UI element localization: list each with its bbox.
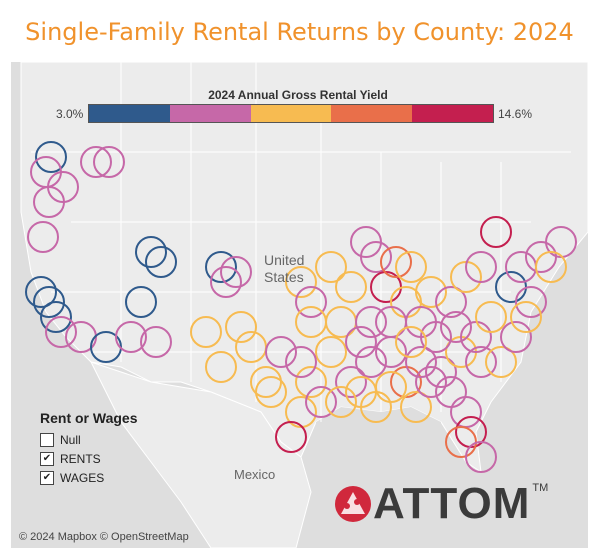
checkbox-null[interactable]	[40, 432, 54, 447]
attom-logo: ATTOM TM	[333, 482, 548, 526]
county-circle[interactable]	[415, 366, 447, 398]
county-circle[interactable]	[27, 221, 59, 253]
county-circle[interactable]	[140, 326, 172, 358]
logo-text: ATTOM	[373, 479, 531, 528]
county-circle[interactable]	[115, 321, 147, 353]
county-circle[interactable]	[295, 366, 327, 398]
county-circle[interactable]	[93, 146, 125, 178]
county-circle[interactable]	[305, 386, 337, 418]
us-country-label: United States	[264, 252, 304, 286]
county-circle[interactable]	[145, 246, 177, 278]
county-circle[interactable]	[360, 391, 392, 423]
county-circle[interactable]	[475, 301, 507, 333]
county-circle[interactable]	[25, 276, 57, 308]
county-circle[interactable]	[375, 306, 407, 338]
county-circle[interactable]	[415, 276, 447, 308]
mexico-land	[90, 361, 312, 548]
county-circle[interactable]	[190, 316, 222, 348]
county-circle[interactable]	[205, 351, 237, 383]
county-circle[interactable]	[295, 306, 327, 338]
county-circle[interactable]	[40, 301, 72, 333]
color-bar-segment	[169, 105, 251, 122]
county-circle[interactable]	[345, 326, 377, 358]
county-circle[interactable]	[325, 386, 357, 418]
county-circle[interactable]	[515, 286, 547, 318]
county-circle[interactable]	[395, 326, 427, 358]
county-circle[interactable]	[80, 146, 112, 178]
county-circle[interactable]	[275, 421, 307, 453]
color-bar-segment	[89, 105, 170, 122]
county-circle[interactable]	[45, 316, 77, 348]
filter-option-null[interactable]: Null	[40, 430, 138, 449]
us-label-line2: States	[264, 269, 304, 285]
county-circle[interactable]	[465, 251, 497, 283]
county-circle[interactable]	[225, 311, 257, 343]
county-circle[interactable]	[485, 346, 517, 378]
filter-label-rents: RENTS	[60, 451, 101, 466]
county-circle[interactable]	[360, 241, 392, 273]
county-circle[interactable]	[535, 251, 567, 283]
county-circle[interactable]	[295, 286, 327, 318]
legend-title: 2024 Annual Gross Rental Yield	[208, 88, 388, 102]
county-circle[interactable]	[440, 311, 472, 343]
county-circle[interactable]	[285, 266, 317, 298]
filter-title: Rent or Wages	[40, 410, 138, 426]
county-circle[interactable]	[35, 141, 67, 173]
county-circle[interactable]	[335, 366, 367, 398]
county-circle[interactable]	[380, 246, 412, 278]
county-circle[interactable]	[400, 391, 432, 423]
county-circle[interactable]	[135, 236, 167, 268]
attom-logo-icon	[335, 486, 371, 522]
county-circle[interactable]	[265, 336, 297, 368]
county-circle[interactable]	[420, 321, 452, 353]
county-circle[interactable]	[425, 356, 457, 388]
mexico-country-label: Mexico	[234, 467, 276, 482]
filter-option-wages[interactable]: ✔ WAGES	[40, 468, 138, 487]
legend-max-label: 14.6%	[498, 107, 533, 121]
filter-label-wages: WAGES	[60, 470, 105, 485]
county-circle[interactable]	[220, 256, 252, 288]
color-scale-bar	[88, 104, 494, 123]
gulf-of-mexico	[311, 407, 441, 472]
county-circle[interactable]	[315, 336, 347, 368]
color-bar-segment	[250, 105, 332, 122]
county-circle[interactable]	[405, 346, 437, 378]
county-circle[interactable]	[315, 251, 347, 283]
checkbox-wages[interactable]: ✔	[40, 470, 54, 485]
us-label-line1: United	[264, 252, 305, 268]
county-circle[interactable]	[210, 266, 242, 298]
county-circle[interactable]	[125, 286, 157, 318]
map-copyright: © 2024 Mapbox © OpenStreetMap	[19, 531, 189, 543]
county-circle[interactable]	[355, 306, 387, 338]
county-circle[interactable]	[465, 441, 497, 473]
us-county-map	[11, 62, 588, 548]
county-circle[interactable]	[335, 271, 367, 303]
county-circle[interactable]	[205, 251, 237, 283]
county-circle[interactable]	[355, 346, 387, 378]
color-bar-segment	[412, 105, 493, 122]
county-circle[interactable]	[510, 301, 542, 333]
county-circle[interactable]	[255, 376, 287, 408]
county-circle[interactable]	[285, 346, 317, 378]
county-circle[interactable]	[33, 286, 65, 318]
county-circle[interactable]	[500, 321, 532, 353]
filter-option-rents[interactable]: ✔ RENTS	[40, 449, 138, 468]
county-circles[interactable]	[25, 141, 577, 473]
county-circle[interactable]	[465, 346, 497, 378]
county-circle[interactable]	[480, 216, 512, 248]
filter-label-null: Null	[60, 432, 81, 447]
chart-title: Single-Family Rental Returns by County: …	[25, 18, 574, 46]
legend-min-label: 3.0%	[56, 107, 84, 121]
county-circle[interactable]	[33, 186, 65, 218]
rent-or-wages-filter: Rent or Wages Null ✔ RENTS ✔ WAGES	[40, 410, 138, 487]
color-bar-segment	[331, 105, 413, 122]
map-canvas[interactable]	[11, 62, 588, 548]
checkbox-rents[interactable]: ✔	[40, 451, 54, 466]
county-circle[interactable]	[395, 251, 427, 283]
logo-tm: TM	[532, 482, 549, 494]
county-circle[interactable]	[435, 286, 467, 318]
